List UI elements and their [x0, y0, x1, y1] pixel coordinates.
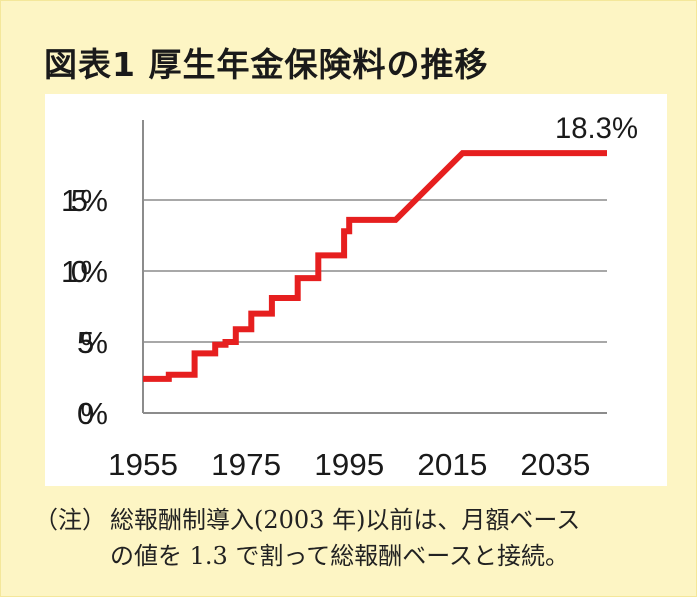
y-tick-label: 0%: [77, 396, 108, 431]
footnote-line-2: の値を 1.3 で割って総報酬ベースと接続。: [110, 542, 570, 570]
y-tick-label: 15%: [61, 183, 108, 218]
x-tick-label: 2035: [520, 447, 590, 482]
final-value-label: 18.3%: [555, 112, 638, 145]
figure-title: 図表1 厚生年金保険料の推移: [44, 45, 489, 84]
y-tick-label: 5%: [77, 325, 108, 360]
footnote-label: （注）: [34, 506, 106, 534]
plot-area: [45, 94, 667, 486]
series-line-premium-rate: [143, 150, 607, 382]
x-tick-label: 1975: [211, 447, 281, 482]
footnote-line-1: 総報酬制導入(2003 年)以前は、月額ベース: [110, 506, 581, 534]
x-tick-label: 1995: [314, 447, 384, 482]
x-tick-label: 1955: [108, 447, 178, 482]
x-tick-label: 2015: [417, 447, 487, 482]
y-tick-label: 10%: [61, 254, 108, 289]
